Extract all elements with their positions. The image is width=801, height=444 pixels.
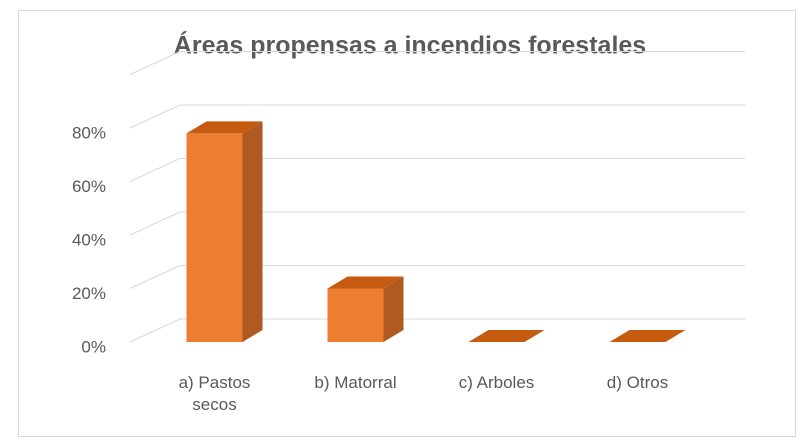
grid-line <box>129 265 181 289</box>
chart-border <box>18 10 796 437</box>
bar <box>468 330 545 342</box>
bar-top <box>468 330 545 342</box>
chart-title: Áreas propensas a incendios forestales <box>174 31 646 60</box>
grid-line <box>129 318 181 343</box>
grid-line <box>129 104 181 129</box>
x-tick-label: c) Arboles <box>458 373 535 392</box>
bar-top <box>327 276 404 289</box>
bar-top <box>609 330 686 342</box>
grid-line <box>129 158 181 182</box>
bar-side <box>383 276 404 342</box>
x-tick-label: a) Pastos secos <box>178 373 251 414</box>
bar-front <box>186 133 243 342</box>
y-tick-label: 80% <box>72 123 106 142</box>
x-tick-label: d) Otros <box>606 373 669 392</box>
y-tick-label: 60% <box>72 177 106 196</box>
bar <box>186 121 263 342</box>
y-tick-label: 40% <box>72 230 106 249</box>
y-tick-label: 0% <box>81 337 106 356</box>
grid-line <box>129 211 181 236</box>
bar <box>327 276 404 342</box>
y-tick-label: 20% <box>72 284 106 303</box>
bar-front <box>327 288 384 342</box>
x-tick-label: b) Matorral <box>314 373 397 392</box>
bar-top <box>186 121 263 134</box>
bar-side <box>242 121 263 342</box>
bar <box>609 330 686 342</box>
grid-line <box>129 51 181 75</box>
